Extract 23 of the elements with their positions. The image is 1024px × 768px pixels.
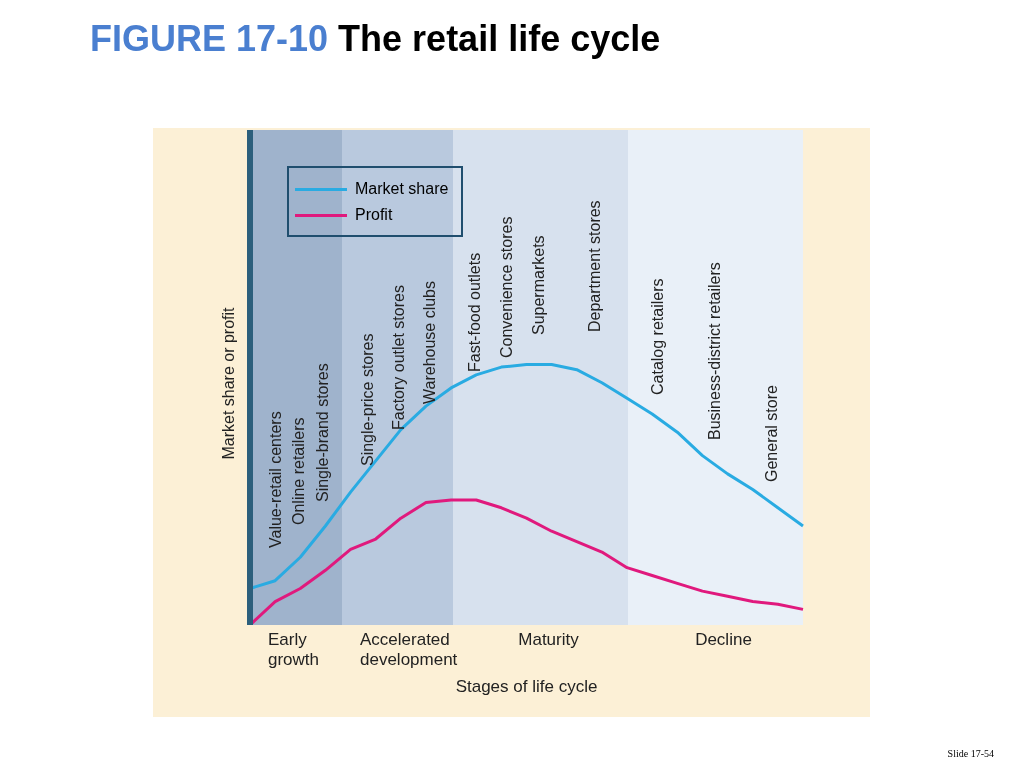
- x-axis-title: Stages of life cycle: [455, 677, 598, 696]
- annotation: General store: [763, 384, 780, 482]
- annotation: Single-brand stores: [314, 363, 331, 502]
- text: Slide 17-54: [947, 748, 994, 759]
- text: Department stores: [586, 200, 603, 332]
- annotation: Factory outlet stores: [390, 285, 407, 430]
- annotation: Single-price stores: [359, 333, 376, 466]
- text: Decline: [694, 630, 753, 650]
- annotation: Online retailers: [290, 417, 307, 525]
- annotation: Warehouse clubs: [421, 280, 438, 404]
- legend-label: Profit: [355, 206, 393, 224]
- text: Early growth: [268, 630, 321, 670]
- text: Maturity: [517, 630, 580, 650]
- annotation: Value-retail centers: [267, 411, 284, 548]
- text: Supermarkets: [530, 235, 547, 335]
- annotation: Catalog retailers: [649, 278, 666, 395]
- text: Accelerated development: [360, 630, 458, 670]
- annotation: Fast-food outlets: [466, 252, 483, 372]
- text: Convenience stores: [498, 216, 515, 358]
- annotation: Business-district retailers: [706, 262, 723, 440]
- legend-label: Market share: [355, 180, 449, 198]
- y-axis-title: Market share or profit: [220, 306, 237, 460]
- chart-title: FIGURE 17-10 The retail life cycle: [90, 18, 661, 59]
